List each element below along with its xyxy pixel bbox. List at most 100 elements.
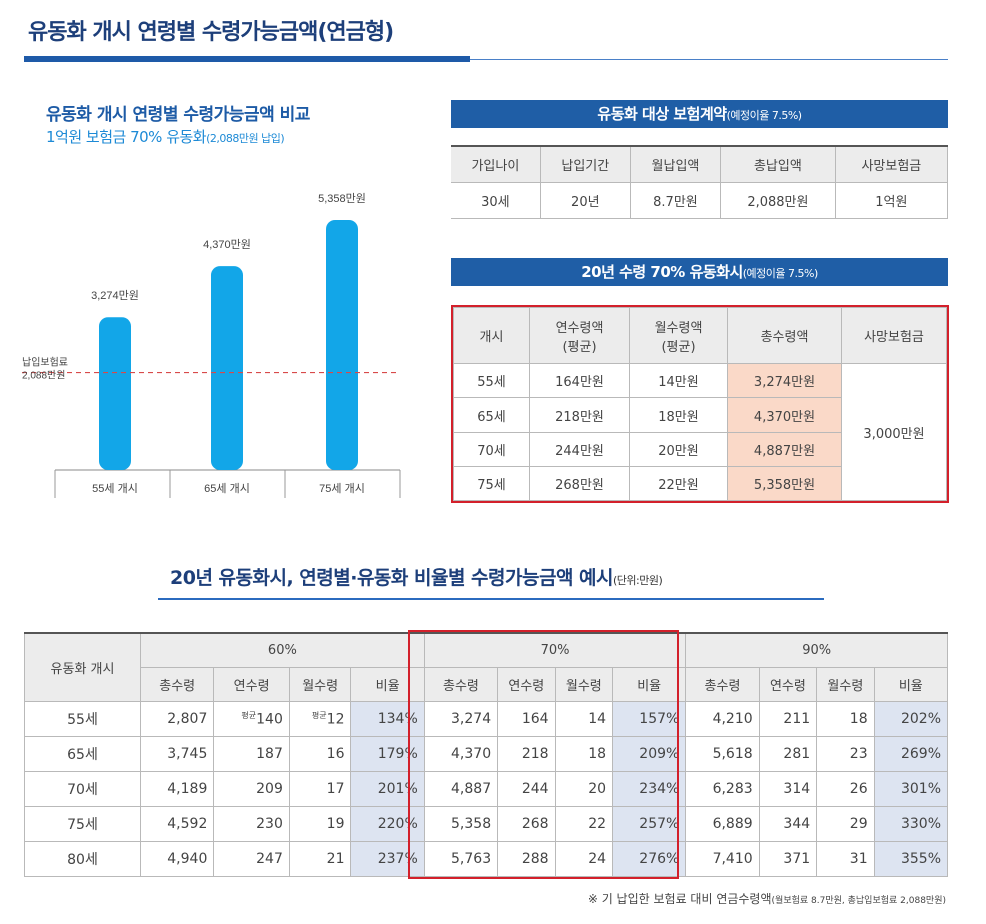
matrix-value-cell: 164	[497, 700, 556, 737]
matrix-value-cell: 344	[758, 805, 818, 842]
matrix-value-cell: 5,618	[685, 735, 760, 772]
matrix-row: 65세 3,745 187 16 179% 4,370 218 18 209% 5,618 281 2…	[24, 735, 949, 772]
payout-row: 70세 244만원 20만원 4,887만원	[453, 431, 947, 467]
matrix-value-cell: 314	[758, 770, 818, 807]
bar-value-label: 5,358만원	[318, 192, 366, 205]
payout-header: 20년 수령 70% 유동화시(예정이율 7.5%)	[451, 258, 948, 286]
payout-table: 개시 연수령액 (평균) 월수령액 (평균) 총수령액 사망보험금 55세 16…	[453, 306, 947, 502]
payout-cell: 164만원	[529, 363, 630, 399]
matrix-title-main: 20년 유동화시, 연령별·유동화 비율별 수령가능금액 예시	[170, 567, 614, 589]
matrix-value-cell: 24	[554, 840, 614, 877]
matrix-value-cell: 4,940	[139, 840, 215, 877]
matrix-value-cell: 3,274	[423, 700, 499, 737]
bar	[99, 317, 131, 470]
contract-col-monthly: 월납입액	[630, 145, 722, 183]
payout-cell: 65세	[453, 397, 530, 433]
footnote-note: (월보험료 8.7만원, 총납입보험료 2,088만원)	[771, 896, 946, 906]
matrix-value-cell: 5,763	[423, 840, 499, 877]
matrix-value-cell: 16	[288, 735, 352, 772]
matrix-ratio-cell: 330%	[873, 805, 949, 842]
matrix-value-cell: 288	[497, 840, 556, 877]
matrix-subcol: 월수령	[554, 666, 614, 702]
matrix-ratio-cell: 179%	[350, 735, 425, 772]
matrix-ratio-cell: 237%	[350, 840, 425, 877]
contract-cell: 2,088만원	[720, 181, 836, 219]
payout-total-cell: 5,358만원	[727, 465, 842, 502]
matrix-value-cell: 268	[497, 805, 556, 842]
matrix-table: 유동화 개시 60% 70% 90% 총수령 연수령 월수령 비율 총수령 연수령 월수령 비…	[24, 632, 949, 877]
contract-col-age: 가입나이	[451, 145, 541, 183]
matrix-age-cell: 80세	[24, 840, 141, 877]
reference-label: 납입보험료	[22, 356, 68, 369]
matrix-subcol: 월수령	[816, 666, 875, 702]
payout-cell: 14만원	[629, 363, 728, 399]
matrix-value-cell: 22	[554, 805, 614, 842]
payout-total-cell: 4,887만원	[727, 431, 842, 467]
chart-subtitle: 1억원 보험금 70% 유동화(2,088만원 납입)	[46, 126, 285, 147]
average-tag: 평균	[241, 710, 257, 720]
payout-header-title: 20년 수령 70% 유동화시	[581, 263, 743, 281]
matrix-ratio-cell: 301%	[873, 770, 949, 807]
payout-total-cell: 3,274만원	[727, 363, 842, 399]
matrix-value-cell: 4,370	[423, 735, 499, 772]
payout-cell: 75세	[453, 465, 530, 502]
x-tick-label: 65세 개시	[204, 482, 250, 495]
matrix-ratio-cell: 269%	[873, 735, 949, 772]
matrix-value-cell: 4,887	[423, 770, 499, 807]
matrix-subcol: 비율	[612, 666, 687, 702]
matrix-subheader-row: 총수령 연수령 월수령 비율 총수령 연수령 월수령 비율 총수령 연수령 월수령 비율	[25, 666, 949, 702]
matrix-value-cell: 20	[554, 770, 614, 807]
matrix-value-cell: 230	[213, 805, 290, 842]
matrix-subcol: 비율	[873, 666, 949, 702]
matrix-value-cell: 281	[758, 735, 818, 772]
matrix-subcol: 연수령	[497, 666, 556, 702]
payout-col-death: 사망보험금	[841, 306, 947, 365]
chart-subtitle-note: (2,088만원 납입)	[206, 132, 285, 145]
matrix-ratio-cell: 202%	[873, 700, 949, 737]
matrix-ratio-cell: 201%	[350, 770, 425, 807]
average-tag: 평균	[311, 710, 327, 720]
matrix-value-cell: 187	[213, 735, 290, 772]
matrix-subcol: 총수령	[423, 666, 499, 702]
matrix-group-90: 90%	[685, 632, 948, 668]
matrix-subcol: 월수령	[288, 666, 352, 702]
contract-cell: 30세	[451, 181, 541, 219]
contract-col-death: 사망보험금	[835, 145, 949, 183]
contract-cell: 1억원	[835, 181, 949, 219]
matrix-group-70: 70%	[423, 632, 687, 668]
matrix-ratio-cell: 220%	[350, 805, 425, 842]
matrix-ratio-cell: 355%	[873, 840, 949, 877]
footnote: ※ 기 납입한 보험료 대비 연금수령액(월보험료 8.7만원, 총납입보험료 …	[588, 890, 946, 907]
matrix-subcol: 연수령	[758, 666, 818, 702]
bar-value-label: 4,370만원	[203, 238, 251, 251]
matrix-title: 20년 유동화시, 연령별·유동화 비율별 수령가능금액 예시(단위:만원)	[170, 563, 663, 590]
contract-table: 가입나이 납입기간 월납입액 총납입액 사망보험금 30세 20년 8.7만원 …	[451, 145, 949, 219]
title-underline-thin	[470, 59, 948, 60]
title-underline	[24, 56, 470, 62]
matrix-age-cell: 55세	[24, 700, 141, 737]
payout-col-annual: 연수령액 (평균)	[529, 306, 630, 365]
matrix-age-cell: 75세	[24, 805, 141, 842]
page-title: 유동화 개시 연령별 수령가능금액(연금형)	[28, 20, 394, 45]
payout-col-monthly: 월수령액 (평균)	[629, 306, 728, 365]
matrix-value-cell: 247	[213, 840, 290, 877]
contract-header-title: 유동화 대상 보험계약	[597, 105, 727, 123]
matrix-value-cell: 5,358	[423, 805, 499, 842]
payout-cell: 218만원	[529, 397, 630, 433]
matrix-value-cell: 218	[497, 735, 556, 772]
matrix-subcol: 총수령	[139, 666, 215, 702]
matrix-ratio-cell: 276%	[612, 840, 687, 877]
bar	[211, 266, 243, 470]
payout-cell: 55세	[453, 363, 530, 399]
matrix-value-cell: 18	[554, 735, 614, 772]
reference-value-label: 2,088만원	[22, 370, 65, 382]
matrix-value-cell: 371	[758, 840, 818, 877]
matrix-ratio-cell: 209%	[612, 735, 687, 772]
contract-col-period: 납입기간	[540, 145, 631, 183]
contract-cell: 20년	[540, 181, 631, 219]
matrix-age-cell: 65세	[24, 735, 141, 772]
bar-value-label: 3,274만원	[91, 289, 139, 302]
contract-col-total: 총납입액	[720, 145, 836, 183]
footnote-main: ※ 기 납입한 보험료 대비 연금수령액	[587, 892, 772, 906]
payout-header-note: (예정이율 7.5%)	[742, 267, 819, 280]
